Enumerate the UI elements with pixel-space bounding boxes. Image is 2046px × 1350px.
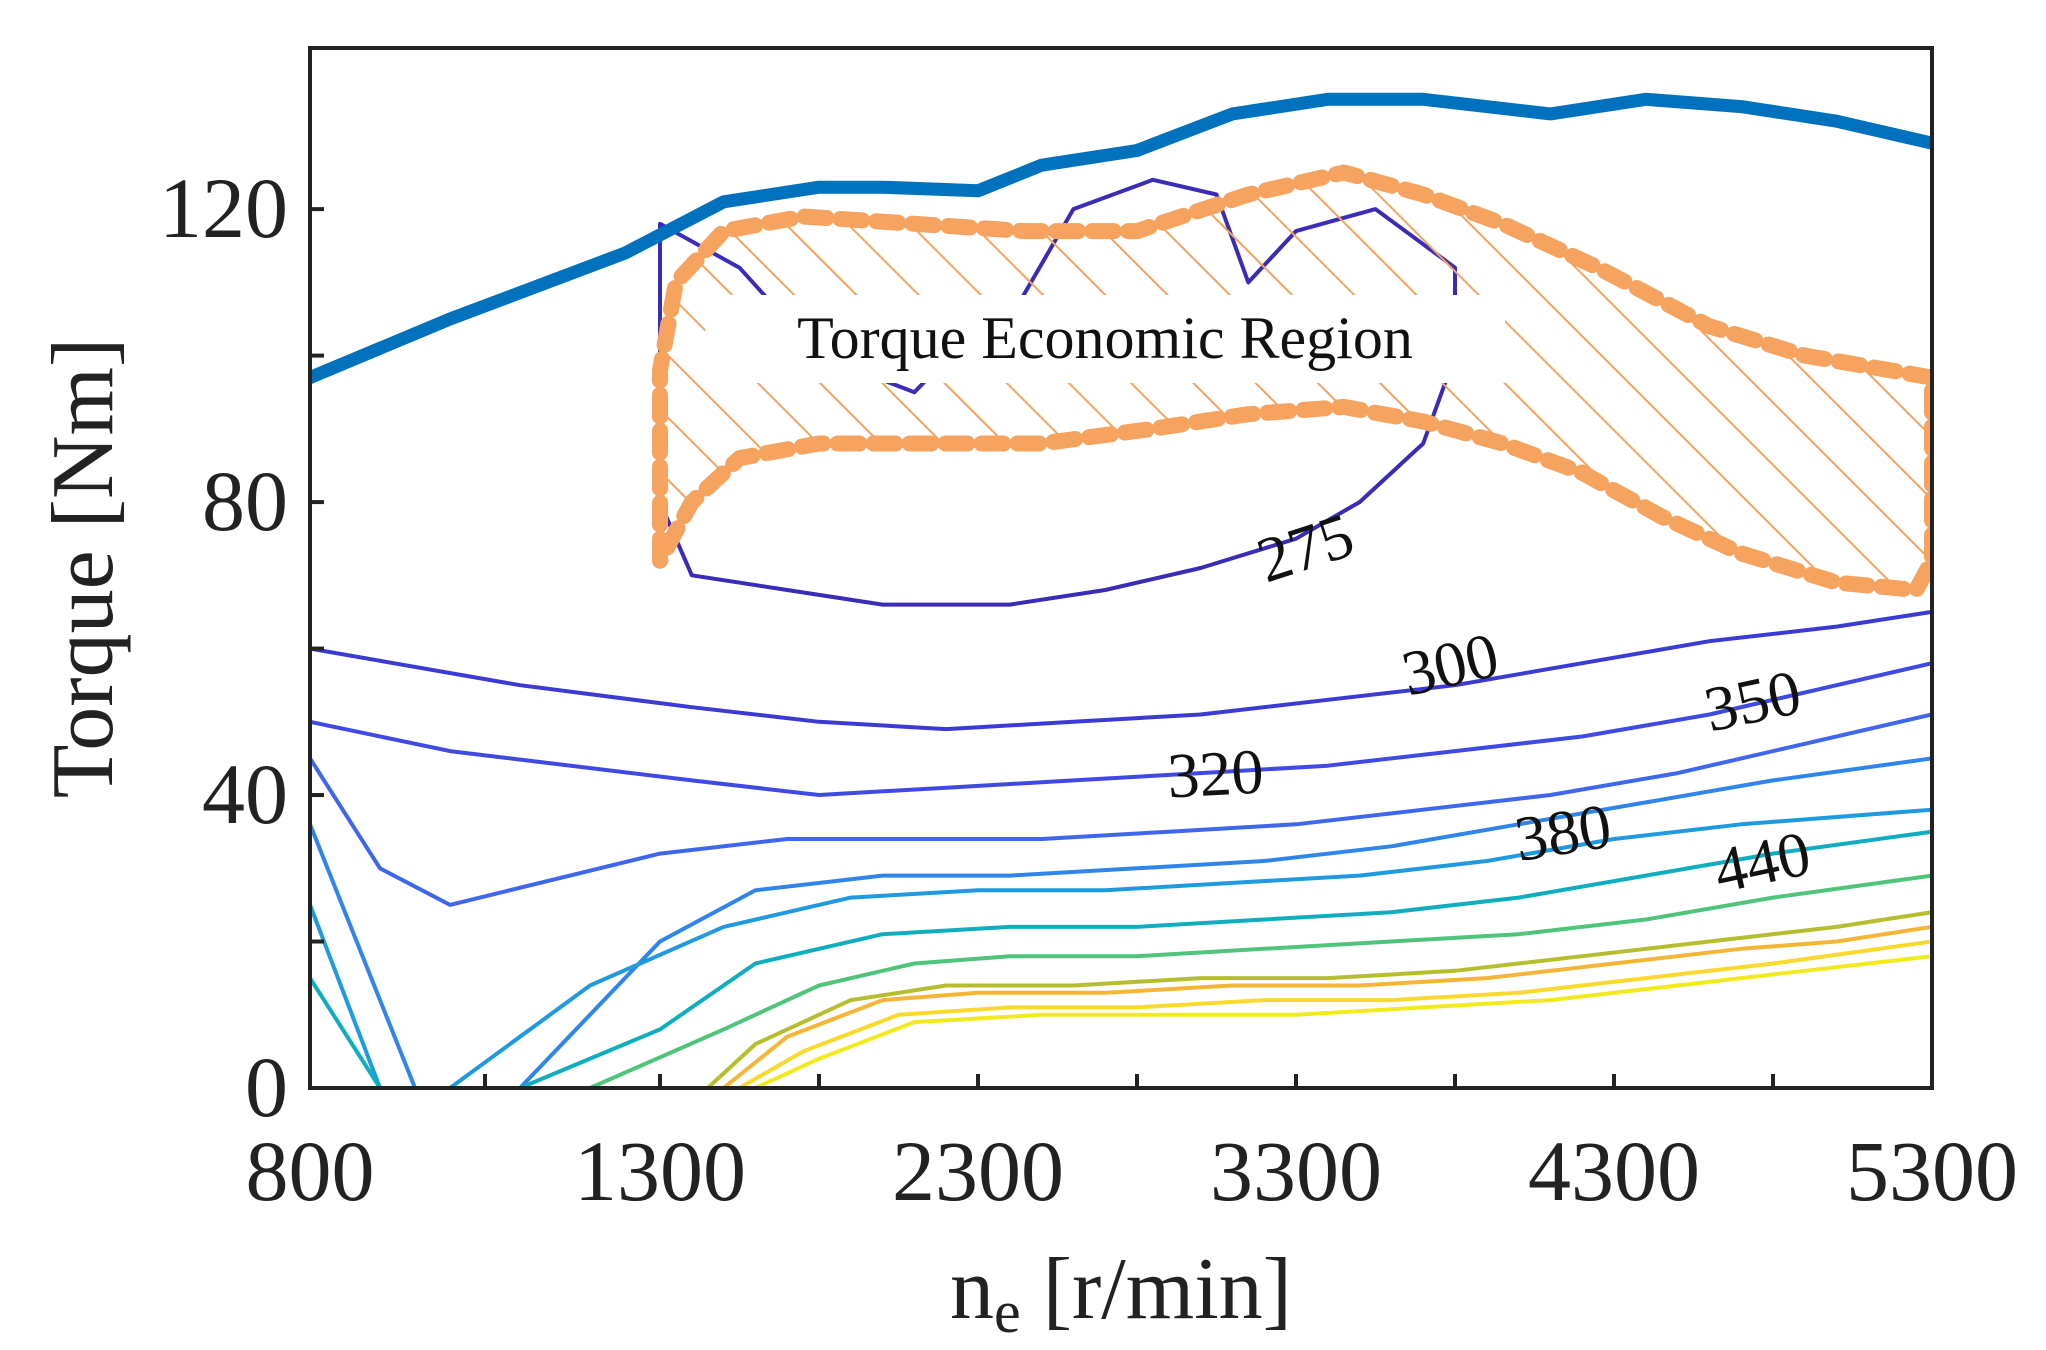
x-axis-label: ne [r/min] (950, 1241, 1292, 1345)
contour-560 (310, 939, 1932, 1088)
contour-380 (310, 756, 1932, 1088)
plot-frame (308, 46, 1934, 1090)
region-annotation: Torque Economic Region (705, 295, 1505, 383)
annotation-box (705, 295, 1505, 383)
contour-label-275: 275 (1249, 499, 1362, 596)
contour-530 (310, 924, 1932, 1088)
y-tick-label: 120 (159, 160, 288, 256)
contour-440 (310, 829, 1932, 1088)
contour-600 (310, 954, 1932, 1088)
contour-470 (310, 873, 1932, 1088)
x-tick-label: 5300 (1846, 1123, 2018, 1219)
contour-label-300: 300 (1395, 619, 1505, 710)
x-tick-label: 4300 (1528, 1123, 1700, 1219)
max-torque-line (310, 92, 1932, 385)
contour-300 (310, 609, 1932, 732)
y-tick-label: 40 (202, 746, 288, 842)
contour-410 (310, 807, 1932, 1088)
contour-label-380: 380 (1510, 790, 1616, 875)
x-tick-label: 3300 (1210, 1123, 1382, 1219)
contour-320 (310, 661, 1932, 797)
x-tick-label: 2300 (892, 1123, 1064, 1219)
contour-label-350: 350 (1698, 656, 1807, 745)
contour-500 (310, 910, 1932, 1088)
y-tick-label: 0 (245, 1039, 288, 1135)
y-tick-label: 80 (202, 453, 288, 549)
contour-label-320: 320 (1166, 736, 1266, 812)
economic-region-outline (652, 164, 1932, 598)
x-tick-label: 1300 (574, 1123, 746, 1219)
max-torque-curve (310, 92, 1932, 385)
contour-lines (310, 177, 1932, 1088)
y-axis-label: Torque [Nm] (35, 338, 132, 799)
axis-ticks: 800 1300 2300 3300 4300 5300 0 40 80 120 (159, 160, 2018, 1219)
annotation-label: Torque Economic Region (797, 305, 1413, 371)
contour-350 (310, 712, 1932, 907)
x-tick-label: 800 (246, 1123, 375, 1219)
